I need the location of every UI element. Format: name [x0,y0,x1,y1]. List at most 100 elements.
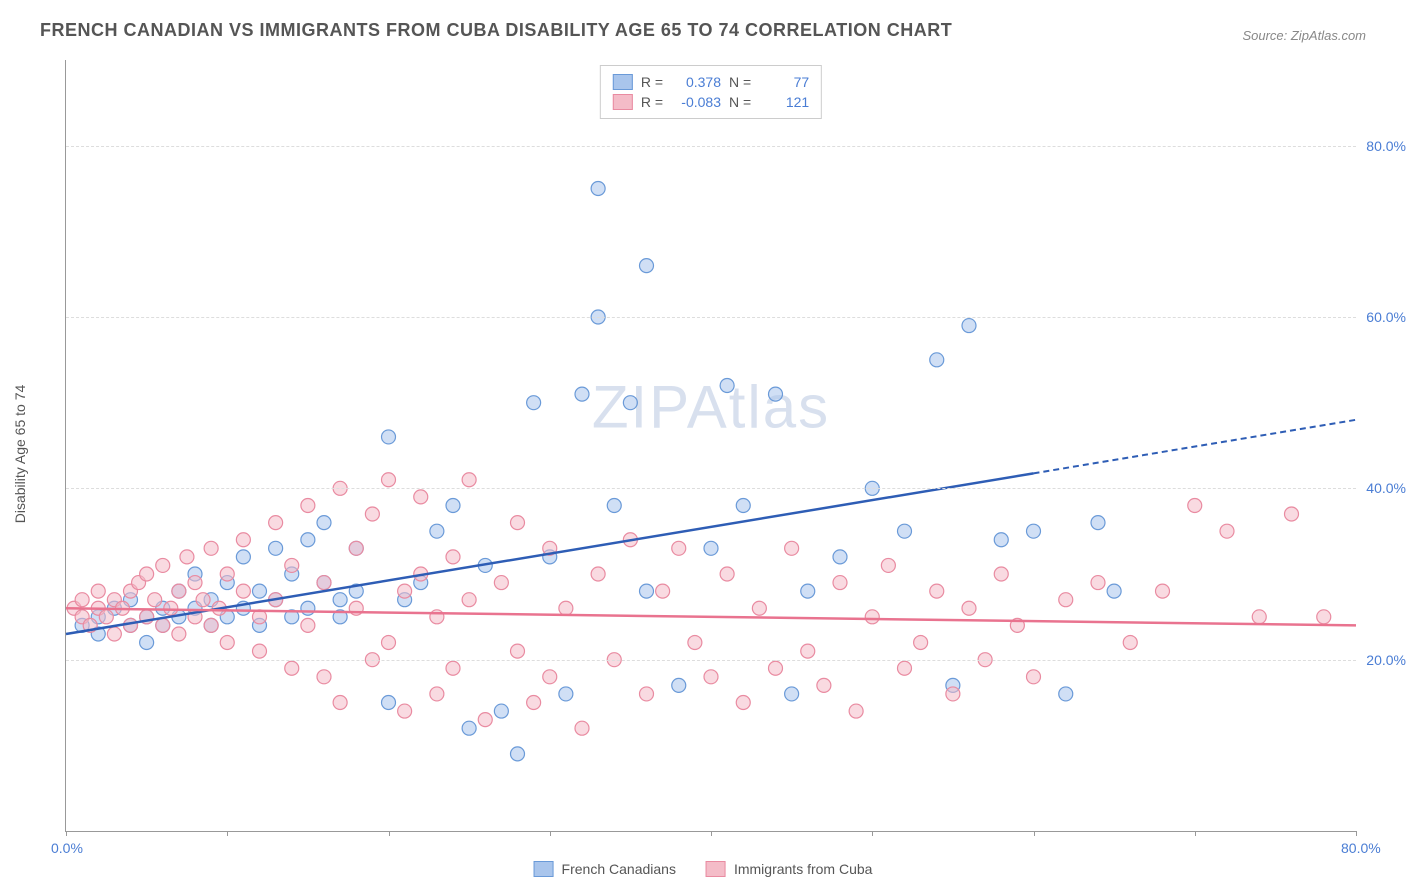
x-tick-label: 80.0% [1341,840,1381,856]
data-point [285,661,299,675]
data-point [946,687,960,701]
legend-n-value: 77 [759,74,809,90]
x-tick-mark [389,831,390,836]
data-point [833,576,847,590]
data-point [1107,584,1121,598]
data-point [164,601,178,615]
data-point [172,627,186,641]
x-tick-label: 0.0% [51,840,83,856]
data-point [720,567,734,581]
gridline [66,317,1356,318]
data-point [736,498,750,512]
data-point [365,507,379,521]
data-point [446,498,460,512]
data-point [1027,524,1041,538]
data-point [704,670,718,684]
source-label: Source: ZipAtlas.com [1242,28,1366,43]
y-axis-label: Disability Age 65 to 74 [12,385,28,524]
data-point [720,379,734,393]
data-point [220,636,234,650]
legend-r-label: R = [641,74,663,90]
data-point [382,473,396,487]
x-tick-mark [227,831,228,836]
data-point [301,601,315,615]
data-point [914,636,928,650]
data-point [527,696,541,710]
data-point [1059,593,1073,607]
data-point [930,584,944,598]
data-point [204,618,218,632]
data-point [156,558,170,572]
data-point [688,636,702,650]
data-point [511,747,525,761]
data-point [349,541,363,555]
y-tick-label: 80.0% [1366,138,1406,154]
legend-n-value: 121 [759,94,809,110]
data-point [591,567,605,581]
data-point [478,713,492,727]
legend-swatch [613,74,633,90]
data-point [881,558,895,572]
data-point [462,721,476,735]
data-point [640,687,654,701]
data-point [269,541,283,555]
legend-r-label: R = [641,94,663,110]
legend-label: Immigrants from Cuba [734,861,872,877]
data-point [382,636,396,650]
data-point [148,593,162,607]
data-point [672,541,686,555]
data-point [865,610,879,624]
data-point [543,670,557,684]
data-point [269,516,283,530]
data-point [414,490,428,504]
data-point [785,541,799,555]
data-point [301,498,315,512]
y-tick-label: 40.0% [1366,480,1406,496]
data-point [253,584,267,598]
data-point [1059,687,1073,701]
legend-n-label: N = [729,74,751,90]
data-point [704,541,718,555]
data-point [446,550,460,564]
data-point [333,696,347,710]
data-point [99,610,113,624]
data-point [180,550,194,564]
data-point [75,593,89,607]
legend-r-value: 0.378 [671,74,721,90]
data-point [317,516,331,530]
data-point [623,396,637,410]
data-point [849,704,863,718]
data-point [575,721,589,735]
x-tick-mark [66,831,67,836]
correlation-legend: R = 0.378 N = 77 R = -0.083 N = 121 [600,65,822,119]
data-point [1123,636,1137,650]
chart-plot-area: ZIPAtlas R = 0.378 N = 77 R = -0.083 N =… [65,60,1356,832]
data-point [1027,670,1041,684]
data-point [575,387,589,401]
data-point [494,576,508,590]
data-point [1091,576,1105,590]
data-point [172,584,186,598]
data-point [994,533,1008,547]
data-point [930,353,944,367]
data-point [559,687,573,701]
data-point [107,627,121,641]
data-point [656,584,670,598]
bottom-legend: French CanadiansImmigrants from Cuba [534,861,873,877]
scatter-svg [66,60,1356,831]
x-tick-mark [1195,831,1196,836]
data-point [140,567,154,581]
data-point [253,644,267,658]
data-point [333,593,347,607]
data-point [817,678,831,692]
data-point [1285,507,1299,521]
x-tick-mark [711,831,712,836]
gridline [66,660,1356,661]
data-point [317,670,331,684]
legend-r-value: -0.083 [671,94,721,110]
data-point [462,473,476,487]
data-point [446,661,460,675]
data-point [1317,610,1331,624]
legend-swatch [613,94,633,110]
data-point [494,704,508,718]
